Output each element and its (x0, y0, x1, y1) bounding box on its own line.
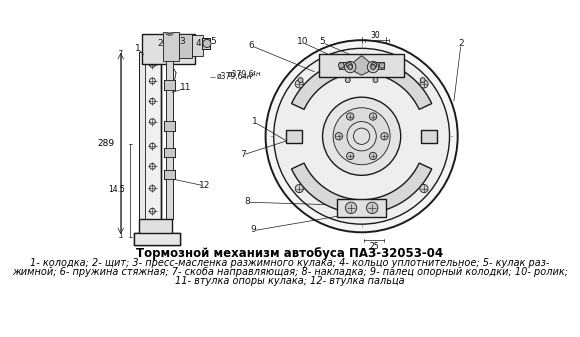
Text: 11- втулка опоры кулака; 12- втулка пальца: 11- втулка опоры кулака; 12- втулка паль… (175, 276, 405, 286)
Text: 14.5: 14.5 (108, 185, 126, 194)
Circle shape (335, 132, 343, 140)
Polygon shape (352, 56, 371, 75)
Text: 6: 6 (249, 40, 255, 50)
Circle shape (333, 108, 390, 165)
Text: ø379,6: ø379,6 (217, 72, 243, 81)
Bar (142, 34, 195, 64)
Circle shape (348, 65, 353, 69)
Bar (339, 62, 352, 69)
Circle shape (371, 65, 375, 69)
Circle shape (371, 63, 376, 68)
Text: 9: 9 (251, 225, 256, 234)
Circle shape (339, 63, 344, 68)
Circle shape (165, 27, 173, 35)
Bar (164, 170, 175, 179)
Text: -4н: -4н (241, 74, 253, 80)
Text: -4н: -4н (249, 71, 261, 78)
Text: 3: 3 (180, 36, 186, 45)
Bar (164, 148, 175, 157)
Text: Тормозной механизм автобуса ПАЗ-32053-04: Тормозной механизм автобуса ПАЗ-32053-04 (136, 247, 444, 260)
Polygon shape (292, 163, 432, 214)
Bar (142, 34, 195, 64)
Bar (202, 38, 210, 49)
Circle shape (380, 132, 388, 140)
Polygon shape (292, 59, 432, 110)
Text: 289: 289 (97, 139, 114, 148)
Circle shape (345, 61, 356, 73)
Bar (134, 233, 180, 245)
Text: 25: 25 (369, 242, 379, 251)
Circle shape (347, 63, 352, 68)
Bar (337, 199, 386, 217)
Text: 1: 1 (252, 117, 258, 126)
Circle shape (420, 80, 428, 88)
Bar (164, 80, 175, 90)
Text: 30: 30 (371, 31, 380, 40)
Circle shape (295, 184, 303, 193)
Circle shape (420, 78, 425, 83)
Bar (286, 130, 302, 143)
Circle shape (347, 122, 376, 151)
Bar (143, 50, 161, 237)
Text: жимной; 6- пружина стяжная; 7- скоба направляющая; 8- накладка; 9- палец опорный: жимной; 6- пружина стяжная; 7- скоба нап… (12, 267, 568, 277)
Circle shape (369, 113, 376, 120)
Bar (193, 35, 203, 57)
Text: 2: 2 (458, 39, 464, 48)
Circle shape (367, 202, 378, 214)
Text: 8: 8 (244, 197, 250, 206)
Circle shape (295, 80, 303, 88)
Bar (371, 62, 385, 69)
Circle shape (369, 152, 376, 160)
Circle shape (379, 63, 385, 68)
Bar (320, 54, 404, 77)
Bar (421, 130, 437, 143)
Bar (421, 130, 437, 143)
Circle shape (167, 29, 172, 34)
Text: 2: 2 (157, 39, 162, 48)
Text: 12: 12 (199, 181, 210, 190)
Text: 4: 4 (195, 39, 201, 48)
Circle shape (274, 48, 450, 224)
Text: 11: 11 (180, 83, 191, 92)
Bar (139, 52, 145, 236)
Text: 1- колодка; 2- щит; 3- пресс-масленка разжимного кулака; 4- кольцо уплотнительно: 1- колодка; 2- щит; 3- пресс-масленка ра… (30, 258, 550, 268)
Circle shape (345, 202, 357, 214)
Circle shape (347, 152, 354, 160)
Circle shape (420, 184, 428, 193)
Circle shape (203, 39, 211, 48)
Circle shape (322, 97, 401, 175)
Bar (164, 121, 175, 130)
Circle shape (367, 61, 379, 73)
Bar (320, 54, 404, 77)
Bar (337, 199, 386, 217)
Bar (202, 38, 210, 49)
Circle shape (345, 78, 350, 83)
Circle shape (347, 113, 354, 120)
Circle shape (373, 78, 378, 83)
Bar (286, 130, 302, 143)
Text: 5: 5 (320, 37, 325, 46)
Circle shape (298, 78, 303, 83)
Text: 10: 10 (298, 37, 309, 46)
Text: ø379,6: ø379,6 (228, 70, 255, 79)
Bar (163, 32, 179, 61)
Text: 7: 7 (240, 150, 246, 159)
Text: 5: 5 (210, 37, 216, 46)
Bar (166, 60, 173, 219)
Bar (139, 219, 172, 237)
Bar (179, 34, 193, 58)
Text: 1: 1 (135, 44, 141, 53)
Circle shape (266, 40, 458, 232)
Bar (139, 219, 172, 237)
